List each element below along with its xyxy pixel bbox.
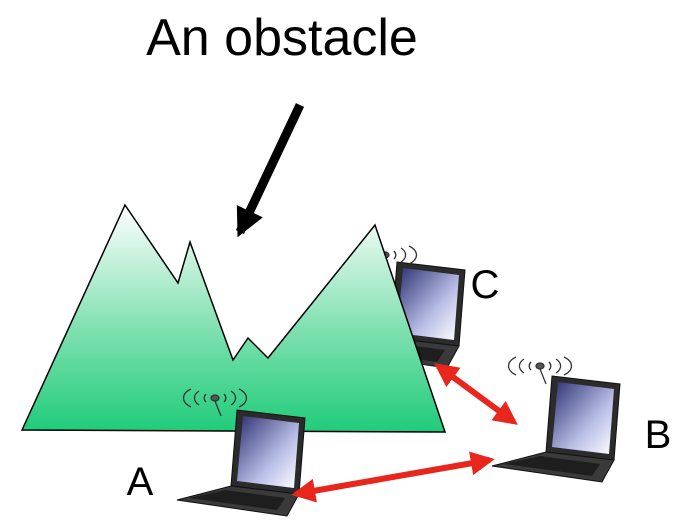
link-b-a [296,460,490,494]
obstacle [22,205,445,432]
pointer-arrow [240,105,300,232]
node-label: B [645,413,672,457]
node-label: A [127,460,154,504]
link-c-b [438,366,514,422]
node-label: C [471,263,500,307]
title: An obstacle [146,9,418,67]
diagram: An obstacle A B C [0,0,679,521]
